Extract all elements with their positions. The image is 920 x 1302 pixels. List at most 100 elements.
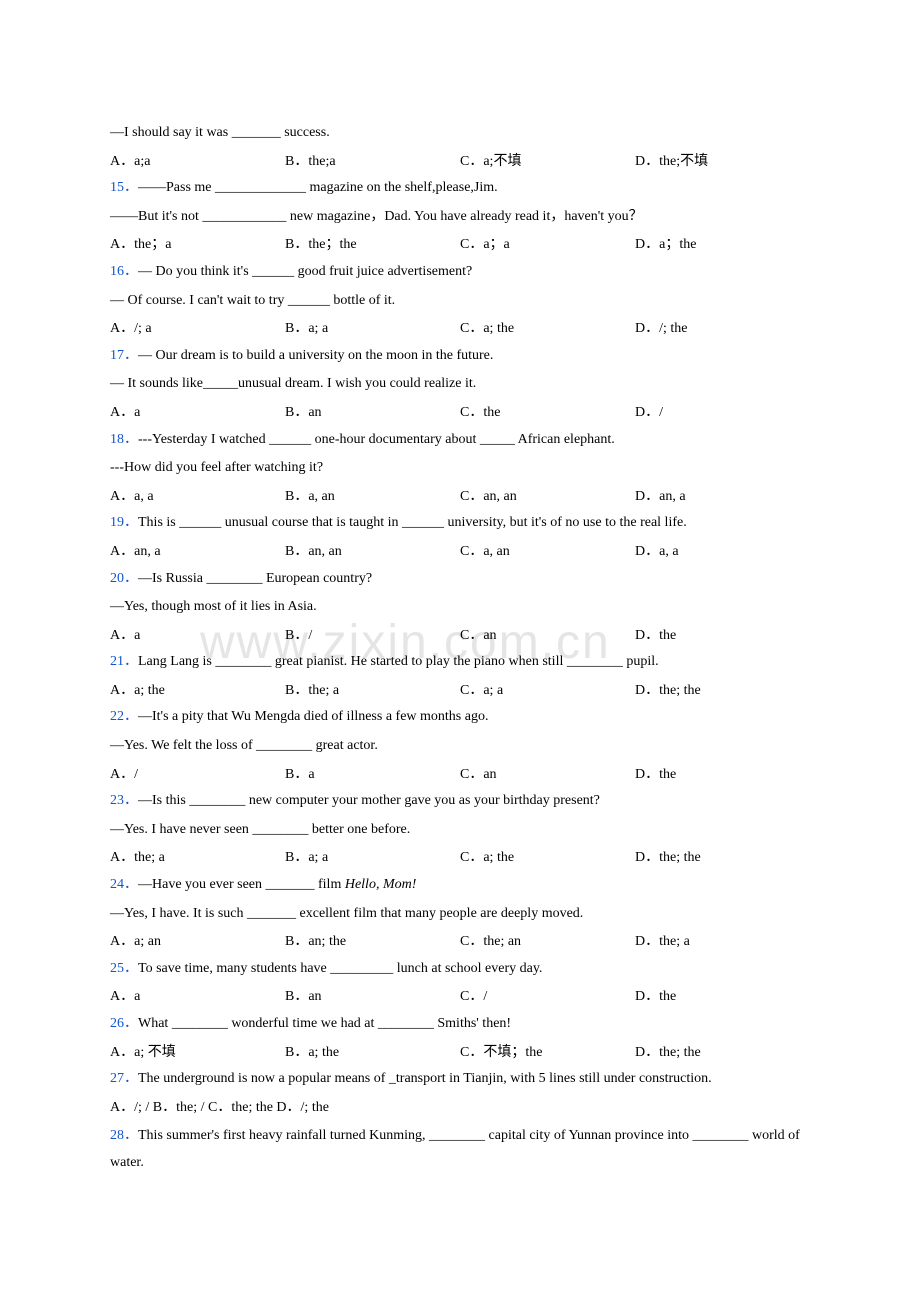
option-d: D．the; the xyxy=(635,678,810,705)
question-line: — Of course. I can't wait to try ______ … xyxy=(110,288,810,315)
question-number: 18． xyxy=(110,432,138,447)
question-number: 17． xyxy=(110,348,138,363)
option-c: C．the xyxy=(460,400,635,427)
question-options: A．the; a B．a; a C．a; the D．the; the xyxy=(110,845,810,872)
question-line: —Have you ever seen _______ film Hello, … xyxy=(138,877,416,892)
question-stem: 19．This is ______ unusual course that is… xyxy=(110,510,810,537)
question-options: A．an, a B．an, an C．a, an D．a, a xyxy=(110,539,810,566)
question-stem: 27．The underground is now a popular mean… xyxy=(110,1066,810,1093)
question-number: 15． xyxy=(110,180,138,195)
document-content: —I should say it was _______ success. A．… xyxy=(110,120,810,1177)
option-d: D．the; the xyxy=(635,845,810,872)
option-c: C．a; a xyxy=(460,678,635,705)
question-line: —Is this ________ new computer your moth… xyxy=(138,793,600,808)
question-number: 25． xyxy=(110,961,138,976)
question-stem: 17．— Our dream is to build a university … xyxy=(110,343,810,370)
question-line: —It's a pity that Wu Mengda died of illn… xyxy=(138,709,488,724)
question-line: ——But it's not ____________ new magazine… xyxy=(110,204,810,231)
question-line: To save time, many students have _______… xyxy=(138,961,542,976)
question-stem: 25．To save time, many students have ____… xyxy=(110,956,810,983)
option-c: C．a; the xyxy=(460,845,635,872)
option-a: A．a;a xyxy=(110,149,285,176)
question-number: 21． xyxy=(110,654,138,669)
option-d: D．the xyxy=(635,762,810,789)
option-b: B．an, an xyxy=(285,539,460,566)
question-stem: 16．— Do you think it's ______ good fruit… xyxy=(110,259,810,286)
question-options: A．a;a B．the;a C．a;不填 D．the;不填 xyxy=(110,149,810,176)
option-b: B．the; a xyxy=(285,678,460,705)
question-line: This summer's first heavy rainfall turne… xyxy=(110,1128,800,1170)
option-a: A．/; a xyxy=(110,316,285,343)
option-d: D．a, a xyxy=(635,539,810,566)
question-number: 28． xyxy=(110,1128,138,1143)
option-b: B．an; the xyxy=(285,929,460,956)
question-options: A．/; a B．a; a C．a; the D．/; the xyxy=(110,316,810,343)
question-stem: 15．——Pass me _____________ magazine on t… xyxy=(110,175,810,202)
question-stem: 22．—It's a pity that Wu Mengda died of i… xyxy=(110,704,810,731)
question-line: —Yes. We felt the loss of ________ great… xyxy=(110,733,810,760)
question-line: The underground is now a popular means o… xyxy=(138,1071,712,1086)
option-d: D．an, a xyxy=(635,484,810,511)
question-number: 26． xyxy=(110,1016,138,1031)
question-number: 27． xyxy=(110,1071,138,1086)
option-d: D．the xyxy=(635,623,810,650)
option-c: C．不填；the xyxy=(460,1040,635,1067)
question-line: ---Yesterday I watched ______ one-hour d… xyxy=(138,432,615,447)
question-options-inline: A．/; / B．the; / C．the; the D．/; the xyxy=(110,1095,810,1122)
option-a: A．a, a xyxy=(110,484,285,511)
option-d: D．the; the xyxy=(635,1040,810,1067)
question-options: A．a; 不填 B．a; the C．不填；the D．the; the xyxy=(110,1040,810,1067)
option-d: D．/ xyxy=(635,400,810,427)
option-b: B．a; a xyxy=(285,316,460,343)
question-options: A．a; the B．the; a C．a; a D．the; the xyxy=(110,678,810,705)
question-number: 23． xyxy=(110,793,138,808)
option-c: C．a;不填 xyxy=(460,149,635,176)
option-b: B．the;a xyxy=(285,149,460,176)
question-options: A．a; an B．an; the C．the; an D．the; a xyxy=(110,929,810,956)
question-line: Lang Lang is ________ great pianist. He … xyxy=(138,654,659,669)
option-a: A．the; a xyxy=(110,845,285,872)
question-stem: 26．What ________ wonderful time we had a… xyxy=(110,1011,810,1038)
option-b: B．an xyxy=(285,984,460,1011)
question-stem: 23．—Is this ________ new computer your m… xyxy=(110,788,810,815)
option-c: C．a, an xyxy=(460,539,635,566)
option-c: C．an xyxy=(460,623,635,650)
question-line: ---How did you feel after watching it? xyxy=(110,455,810,482)
option-c: C．a; the xyxy=(460,316,635,343)
option-a: A．a xyxy=(110,400,285,427)
option-a: A．a; 不填 xyxy=(110,1040,285,1067)
option-b: B．an xyxy=(285,400,460,427)
option-b: B．a; the xyxy=(285,1040,460,1067)
question-line: ——Pass me _____________ magazine on the … xyxy=(138,180,498,195)
question-options: A．/ B．a C．an D．the xyxy=(110,762,810,789)
question-line: What ________ wonderful time we had at _… xyxy=(138,1016,511,1031)
option-c: C．a；a xyxy=(460,232,635,259)
option-a: A．a xyxy=(110,984,285,1011)
option-a: A．/ xyxy=(110,762,285,789)
option-b: B．/ xyxy=(285,623,460,650)
option-c: C．an xyxy=(460,762,635,789)
question-options: A．a B．an C．/ D．the xyxy=(110,984,810,1011)
question-line: — Do you think it's ______ good fruit ju… xyxy=(138,264,472,279)
question-number: 24． xyxy=(110,877,138,892)
question-stem: 28．This summer's first heavy rainfall tu… xyxy=(110,1123,810,1176)
question-line: — Our dream is to build a university on … xyxy=(138,348,493,363)
question-number: 22． xyxy=(110,709,138,724)
question-line: —Is Russia ________ European country? xyxy=(138,571,372,586)
option-d: D．the xyxy=(635,984,810,1011)
option-b: B．a, an xyxy=(285,484,460,511)
question-stem: —I should say it was _______ success. xyxy=(110,120,810,147)
question-line: —Yes, I have. It is such _______ excelle… xyxy=(110,901,810,928)
question-number: 16． xyxy=(110,264,138,279)
option-c: C．an, an xyxy=(460,484,635,511)
question-stem: 24．—Have you ever seen _______ film Hell… xyxy=(110,872,810,899)
option-a: A．a; an xyxy=(110,929,285,956)
option-d: D．the; a xyxy=(635,929,810,956)
option-c: C．/ xyxy=(460,984,635,1011)
question-line: —Yes. I have never seen ________ better … xyxy=(110,817,810,844)
option-d: D．a；the xyxy=(635,232,810,259)
question-stem: 21．Lang Lang is ________ great pianist. … xyxy=(110,649,810,676)
option-a: A．an, a xyxy=(110,539,285,566)
question-options: A．the；a B．the；the C．a；a D．a；the xyxy=(110,232,810,259)
option-b: B．the；the xyxy=(285,232,460,259)
